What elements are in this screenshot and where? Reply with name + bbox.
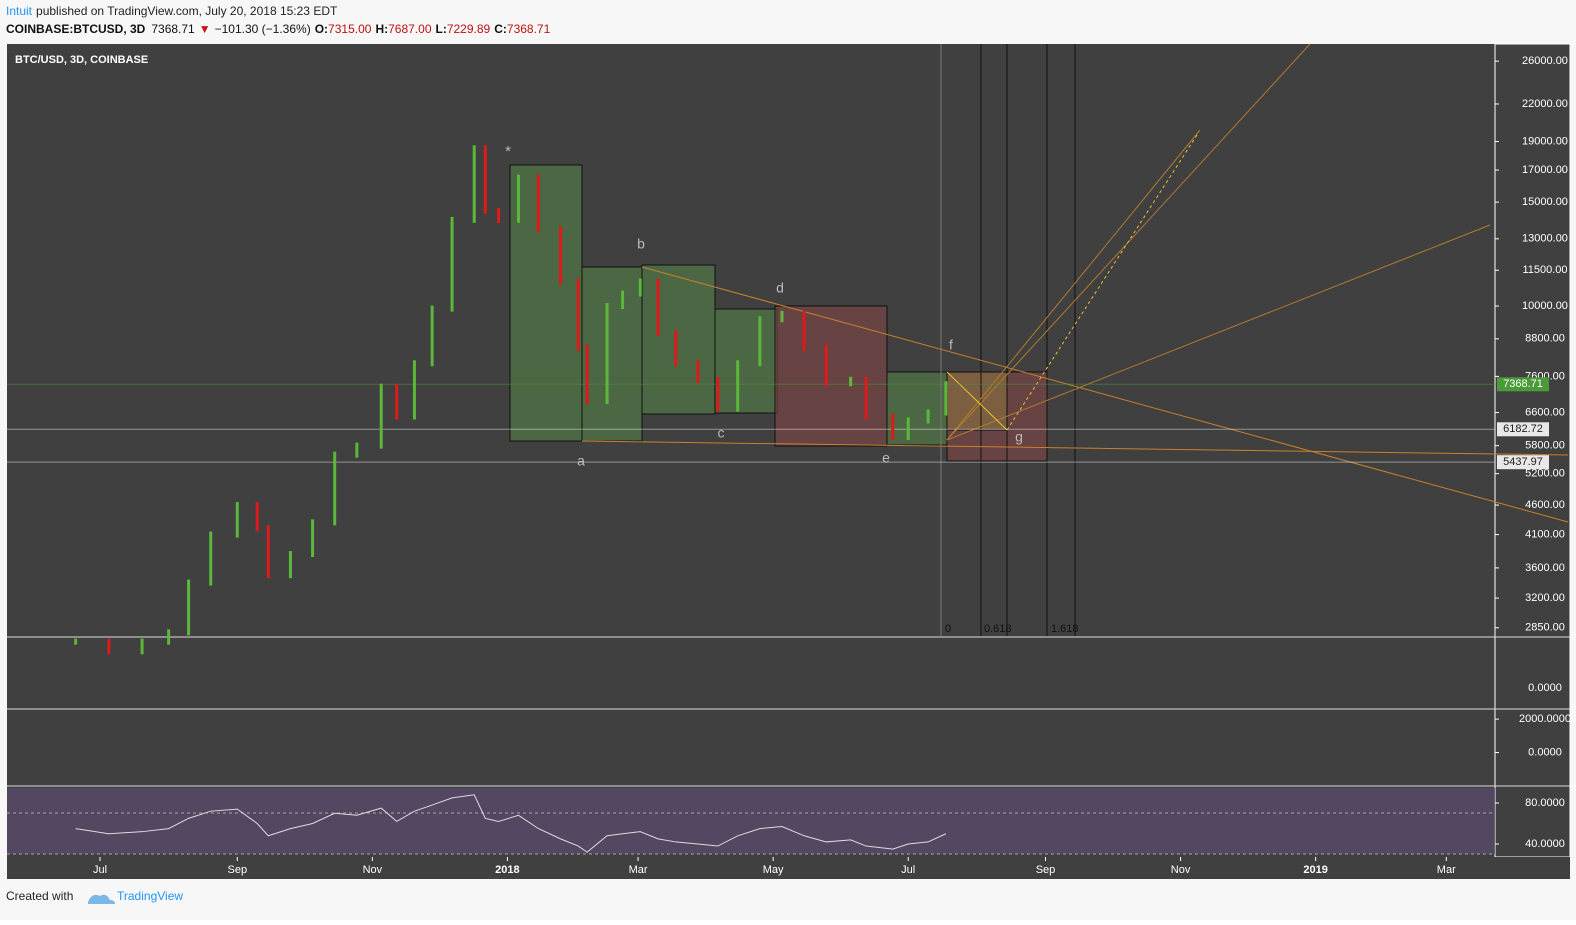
y-tick-label: 5800.00: [1525, 440, 1565, 452]
footer-text: Created with: [6, 889, 73, 903]
close: 7368.71: [507, 22, 551, 36]
low: 7229.89: [447, 22, 491, 36]
o: O:: [315, 22, 328, 36]
x-tick-label: May: [763, 864, 784, 876]
x-tick-label: Nov: [363, 864, 383, 876]
y-tick-label: 40.0000: [1525, 838, 1565, 850]
wave-label: e: [882, 450, 890, 466]
drawings: [509, 43, 1569, 636]
y-tick-label: 22000.00: [1522, 98, 1568, 110]
x-tick-label: 2019: [1303, 864, 1327, 876]
wave-label: d: [776, 280, 784, 296]
high: 7687.00: [388, 22, 432, 36]
change: −101.30 (−1.36%): [215, 22, 311, 36]
trendline: [581, 440, 1569, 456]
wave-label: c: [718, 425, 725, 441]
price-tag-label: 6182.72: [1503, 423, 1543, 435]
box: [581, 266, 643, 442]
y-tick-label: 8800.00: [1525, 333, 1565, 345]
y-tick-label: 0.0000: [1528, 746, 1562, 758]
header: Intuit published on TradingView.com, July…: [6, 4, 338, 18]
author[interactable]: Intuit: [6, 4, 33, 18]
y-tick-label: 3200.00: [1525, 592, 1565, 604]
y-tick-label: 15000.00: [1522, 196, 1568, 208]
y-tick-label: 5200.00: [1525, 468, 1565, 480]
x-tick-label: Mar: [1437, 864, 1456, 876]
l: L:: [436, 22, 447, 36]
price-tag-label: 7368.71: [1503, 378, 1543, 390]
price-tag: [1497, 422, 1549, 437]
y-tick-label: 6600.00: [1525, 406, 1565, 418]
chart-title: BTC/USD, 3D, COINBASE: [15, 54, 148, 66]
rsi-line: [75, 794, 947, 853]
trendline: [641, 266, 1569, 523]
wave-label: b: [637, 236, 645, 252]
symbol: COINBASE:BTCUSD, 3D: [6, 22, 146, 36]
x-tick-label: Jul: [93, 864, 107, 876]
box: [774, 305, 888, 447]
y-tick-label: 2850.00: [1525, 622, 1565, 634]
box: [641, 264, 716, 415]
y-tick-label: 26000.00: [1522, 55, 1568, 67]
fib-label: 1.618: [1051, 623, 1079, 635]
footer-brand[interactable]: TradingView: [117, 889, 183, 903]
time-axis: [7, 857, 1570, 879]
ohlc: COINBASE:BTCUSD, 3D 7368.71 ▼ −101.30 (−1.3…: [6, 22, 551, 36]
trendline: [946, 224, 1491, 441]
fib-label: 0.618: [984, 623, 1012, 635]
fib-label: 0: [945, 623, 951, 635]
h: H:: [375, 22, 388, 36]
published: published on TradingView.com, July 20, 2…: [36, 4, 338, 18]
trendline: [946, 129, 1201, 441]
box: [509, 164, 583, 442]
y-tick-label: 2000.0000: [1519, 713, 1571, 725]
y-tick-label: 4600.00: [1525, 499, 1565, 511]
price-tag: [1497, 455, 1549, 470]
y-tick-label: 11500.00: [1522, 264, 1567, 276]
y-tick-label: 13000.00: [1522, 233, 1568, 245]
y-tick-label: 19000.00: [1522, 135, 1568, 147]
box: [714, 308, 778, 414]
wave-label: f: [949, 337, 953, 353]
y-tick-label: 80.0000: [1525, 797, 1565, 809]
projection: [1006, 134, 1198, 431]
arrow: ▼: [199, 22, 211, 36]
logo: [88, 894, 115, 904]
x-tick-label: Sep: [227, 864, 247, 876]
rsi-band: [7, 788, 1495, 854]
box: [886, 371, 948, 446]
wave-label: g: [1015, 429, 1023, 445]
x-tick-label: 2018: [495, 864, 519, 876]
y-tick-label: 17000.00: [1522, 164, 1568, 176]
open: 7315.00: [328, 22, 372, 36]
wave-label: a: [577, 453, 585, 469]
last: 7368.71: [151, 22, 195, 36]
wave-label: *: [505, 143, 511, 160]
x-tick-label: Sep: [1036, 864, 1056, 876]
projection: [946, 371, 1008, 431]
price-tag: [1497, 377, 1549, 392]
c: C:: [494, 22, 507, 36]
y-tick-label: 10000.00: [1522, 300, 1568, 312]
osc1-tick: 0.0000: [1528, 682, 1562, 694]
x-tick-label: Nov: [1171, 864, 1191, 876]
y-tick-label: 4100.00: [1525, 528, 1565, 540]
price-tag-label: 5437.97: [1503, 456, 1543, 468]
x-tick-label: Mar: [629, 864, 648, 876]
y-tick-label: 3600.00: [1525, 562, 1565, 574]
x-tick-label: Jul: [901, 864, 915, 876]
